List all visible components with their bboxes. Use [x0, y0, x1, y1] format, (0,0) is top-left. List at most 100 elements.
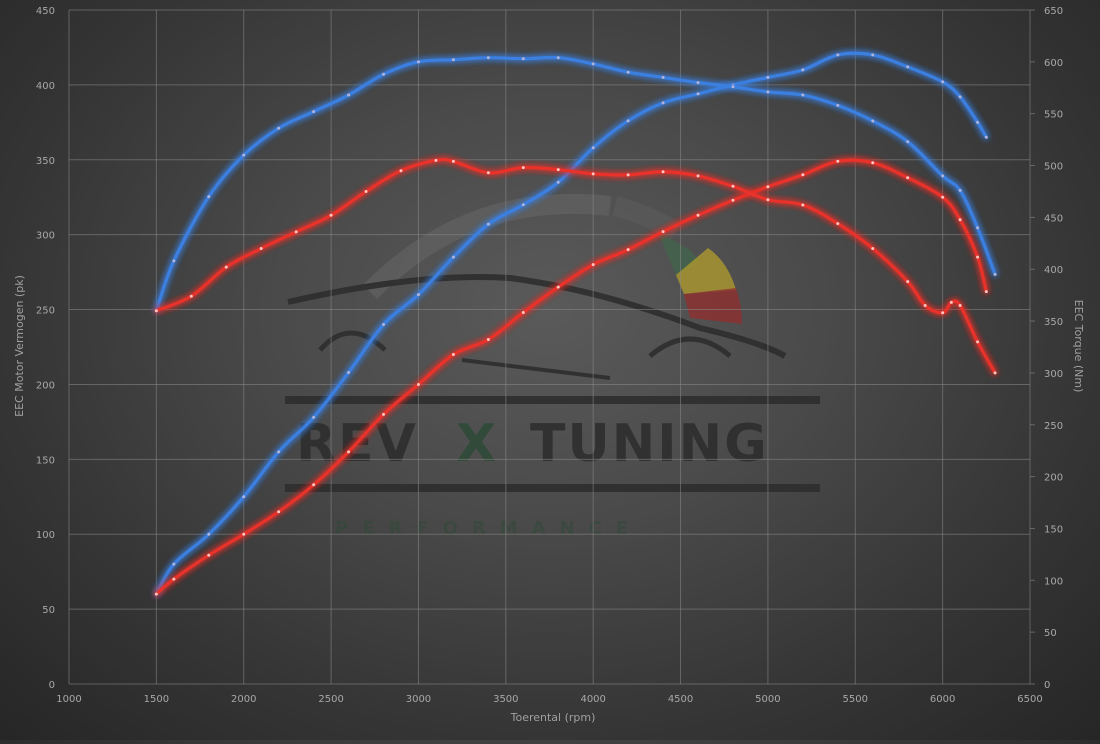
data-point: [984, 290, 988, 294]
data-point: [949, 300, 953, 304]
data-point: [958, 218, 962, 222]
y-right-tick-label: 450: [1044, 213, 1063, 224]
data-point: [976, 120, 980, 124]
data-point: [189, 294, 193, 298]
y-left-tick-label: 100: [36, 530, 55, 541]
data-point: [731, 184, 735, 188]
x-tick-label: 6000: [930, 694, 955, 705]
data-point: [993, 371, 997, 375]
data-point: [154, 592, 158, 596]
data-point: [941, 80, 945, 84]
data-point: [976, 340, 980, 344]
data-point: [801, 203, 805, 207]
data-point: [906, 140, 910, 144]
data-point: [382, 323, 386, 327]
data-point: [871, 53, 875, 57]
data-point: [329, 213, 333, 217]
data-point: [801, 93, 805, 97]
data-point: [207, 195, 211, 199]
x-tick-label: 6500: [1017, 694, 1042, 705]
data-point: [801, 173, 805, 177]
data-point: [277, 450, 281, 454]
data-point: [451, 58, 455, 62]
data-point: [312, 483, 316, 487]
chart-grid: [68, 9, 1031, 685]
data-point: [661, 170, 665, 174]
data-point: [731, 198, 735, 202]
data-point: [766, 185, 770, 189]
data-point: [556, 180, 560, 184]
data-point: [521, 166, 525, 170]
y-left-tick-label: 400: [36, 81, 55, 92]
data-point: [941, 195, 945, 199]
y-left-tick-label: 450: [36, 6, 55, 17]
y-left-tick-label: 150: [36, 455, 55, 466]
series-blue-right: [154, 55, 997, 313]
data-point: [242, 495, 246, 499]
data-point: [347, 370, 351, 374]
data-point: [836, 53, 840, 57]
data-point: [242, 532, 246, 536]
x-tick-label: 1500: [144, 694, 169, 705]
data-point: [207, 553, 211, 557]
x-axis-title: Toerental (rpm): [510, 711, 596, 724]
data-point: [661, 75, 665, 79]
y-right-tick-label: 600: [1044, 58, 1063, 69]
x-tick-label: 1000: [56, 694, 81, 705]
series-red-right: [154, 157, 997, 375]
data-point: [294, 230, 298, 234]
data-point: [591, 172, 595, 176]
data-point: [277, 126, 281, 130]
y-right-tick-label: 100: [1044, 576, 1063, 587]
x-tick-label: 5000: [755, 694, 780, 705]
data-point: [906, 280, 910, 284]
data-point: [626, 119, 630, 123]
data-point: [486, 56, 490, 60]
data-point: [976, 226, 980, 230]
data-point: [591, 263, 595, 267]
data-point: [312, 415, 316, 419]
brand-watermark: REV X TUNING PERFORMANCE: [285, 193, 820, 539]
data-point: [451, 255, 455, 259]
data-point: [172, 562, 176, 566]
y-axis-right-title: EEC Torque (Nm): [1072, 300, 1085, 393]
data-point: [556, 56, 560, 60]
y-axis-left-title: EEC Motor Vermogen (pk): [13, 275, 26, 417]
data-point: [696, 213, 700, 217]
data-point: [958, 304, 962, 308]
x-tick-label: 4000: [580, 694, 605, 705]
series-line: [154, 55, 997, 313]
y-right-tick-label: 550: [1044, 110, 1063, 121]
data-point: [984, 135, 988, 139]
data-point: [521, 203, 525, 207]
data-point: [731, 85, 735, 89]
data-point: [626, 70, 630, 74]
y-left-tick-label: 250: [36, 306, 55, 317]
series-line: [154, 157, 997, 375]
data-point: [416, 60, 420, 64]
data-point: [416, 293, 420, 297]
data-point: [836, 103, 840, 107]
data-point: [958, 95, 962, 99]
x-tick-label: 5500: [843, 694, 868, 705]
data-point: [347, 450, 351, 454]
data-point: [172, 577, 176, 581]
data-point: [451, 352, 455, 356]
data-point: [591, 146, 595, 150]
y-right-tick-label: 150: [1044, 524, 1063, 535]
data-point: [277, 510, 281, 514]
data-point: [766, 198, 770, 202]
data-point: [451, 159, 455, 163]
data-point: [486, 222, 490, 226]
data-point: [941, 174, 945, 178]
y-left-tick-label: 200: [36, 380, 55, 391]
data-point: [976, 255, 980, 259]
data-point: [836, 159, 840, 163]
data-point: [993, 272, 997, 276]
data-point: [382, 72, 386, 76]
data-point: [958, 188, 962, 192]
data-point: [626, 173, 630, 177]
data-point: [591, 62, 595, 66]
